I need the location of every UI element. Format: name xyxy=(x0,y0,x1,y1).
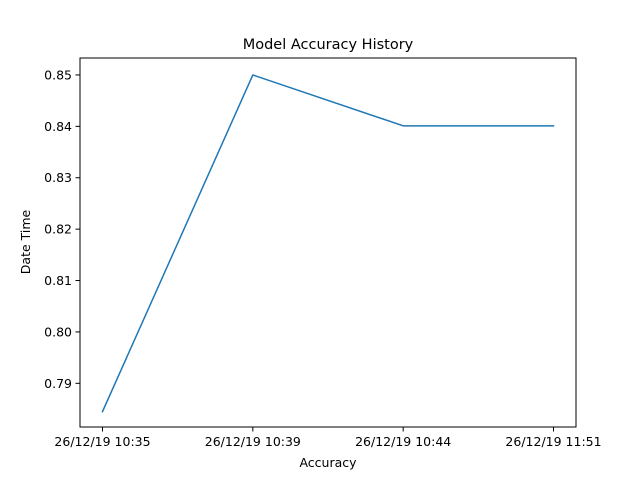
y-tick-label: 0.80 xyxy=(44,324,72,339)
y-axis-label: Date Time xyxy=(18,209,33,274)
y-axis: 0.79 0.80 0.81 0.82 0.83 0.84 0.85 xyxy=(44,67,80,391)
y-tick-label: 0.81 xyxy=(44,273,72,288)
x-tick-label: 26/12/19 10:35 xyxy=(54,434,150,449)
x-tick-label: 26/12/19 10:39 xyxy=(205,434,301,449)
plot-area xyxy=(101,74,555,413)
x-axis-label: Accuracy xyxy=(299,455,357,470)
y-tick-label: 0.85 xyxy=(44,67,72,82)
plot-frame xyxy=(79,57,577,428)
series-line-1 xyxy=(101,74,555,413)
x-tick-label: 26/12/19 11:51 xyxy=(505,434,601,449)
x-axis: 26/12/19 10:35 26/12/19 10:39 26/12/19 10:… xyxy=(54,427,602,449)
y-tick-label: 0.83 xyxy=(44,170,72,185)
y-tick-label: 0.82 xyxy=(44,222,72,237)
x-tick-label: 26/12/19 10:44 xyxy=(355,434,451,449)
y-tick-label: 0.84 xyxy=(44,119,72,134)
chart-title: Model Accuracy History xyxy=(243,37,414,53)
y-tick-label: 0.79 xyxy=(44,376,72,391)
